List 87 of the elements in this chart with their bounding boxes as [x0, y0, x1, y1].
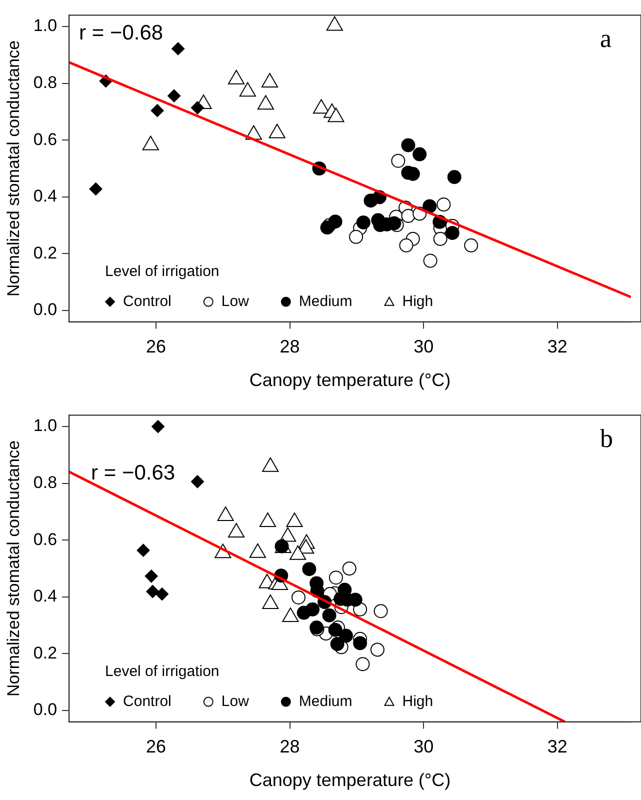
point	[401, 138, 416, 152]
x-tick-label: 28	[280, 336, 300, 357]
legend-label: Low	[221, 292, 250, 310]
x-tick-label: 30	[414, 336, 434, 357]
point	[228, 522, 245, 538]
point	[144, 570, 158, 583]
point	[356, 657, 370, 672]
y-tick-label: 0.0	[33, 300, 58, 320]
annotation: r = −0.68	[79, 21, 164, 44]
annotation: a	[600, 24, 612, 54]
y-tick-label: 0.0	[33, 700, 58, 720]
point	[399, 238, 414, 252]
point	[217, 506, 234, 521]
point	[447, 170, 462, 184]
annotation: r = −0.63	[91, 461, 176, 484]
point	[328, 108, 344, 122]
x-tick-label: 32	[547, 336, 568, 357]
point	[292, 590, 306, 604]
legend-label: Medium	[298, 292, 352, 310]
y-tick-label: 0.4	[33, 186, 58, 206]
legend-title: Level of irrigation	[105, 262, 220, 280]
point	[286, 512, 303, 527]
legend-label: Control	[123, 692, 172, 710]
y-tick-label: 0.6	[33, 530, 58, 549]
legend-label: Medium	[298, 692, 352, 710]
y-tick-label: 0.2	[33, 243, 58, 262]
point	[302, 562, 316, 576]
x-tick-label: 28	[280, 736, 300, 757]
point	[156, 588, 169, 601]
point	[268, 124, 286, 138]
point	[89, 182, 102, 196]
x-tick-label: 26	[146, 336, 166, 357]
point	[433, 232, 448, 246]
point	[436, 198, 451, 212]
point	[261, 72, 278, 88]
point	[328, 622, 342, 637]
point	[330, 637, 344, 652]
point	[328, 214, 342, 229]
point	[136, 544, 150, 557]
point	[306, 602, 320, 616]
point	[290, 545, 306, 560]
x-axis-title: Canopy temperature (°C)	[249, 370, 451, 390]
legend-label: High	[402, 292, 434, 310]
point	[445, 226, 460, 240]
point	[326, 16, 343, 31]
y-tick-label: 0.6	[33, 130, 58, 149]
point	[328, 570, 343, 585]
point	[228, 70, 245, 84]
point	[353, 636, 368, 650]
point	[464, 238, 478, 252]
point	[339, 628, 353, 643]
point	[356, 215, 370, 230]
legend-label: Control	[123, 292, 172, 310]
point	[412, 147, 427, 162]
point	[239, 82, 256, 97]
point	[391, 154, 406, 168]
y-tick-label: 0.2	[33, 643, 58, 662]
point	[142, 136, 159, 150]
point	[259, 512, 276, 527]
legend-title: Level of irrigation	[105, 662, 220, 680]
annotation: b	[600, 424, 613, 454]
legend-label: High	[402, 692, 434, 710]
point	[322, 608, 336, 622]
y-axis-title: Normalized stomatal conductance	[4, 40, 23, 297]
point	[401, 208, 416, 223]
point	[370, 642, 384, 657]
point	[146, 584, 160, 598]
x-tick-label: 32	[547, 736, 568, 757]
x-tick-label: 26	[146, 736, 166, 757]
point	[374, 604, 388, 618]
point	[422, 199, 437, 214]
y-tick-label: 0.4	[33, 586, 58, 606]
y-axis-title: Normalized stomatal conductance	[4, 440, 23, 697]
y-tick-label: 0.8	[33, 73, 58, 92]
y-tick-label: 0.8	[33, 473, 58, 492]
y-tick-label: 1.0	[33, 16, 58, 36]
y-tick-label: 1.0	[33, 416, 58, 436]
point	[312, 99, 330, 114]
point	[349, 230, 364, 244]
point	[262, 457, 279, 472]
point	[342, 562, 356, 576]
x-tick-label: 30	[414, 736, 434, 757]
point	[257, 95, 274, 110]
point	[423, 254, 438, 268]
x-axis-title: Canopy temperature (°C)	[249, 770, 451, 790]
legend-label: Low	[221, 692, 250, 710]
point	[249, 543, 266, 558]
